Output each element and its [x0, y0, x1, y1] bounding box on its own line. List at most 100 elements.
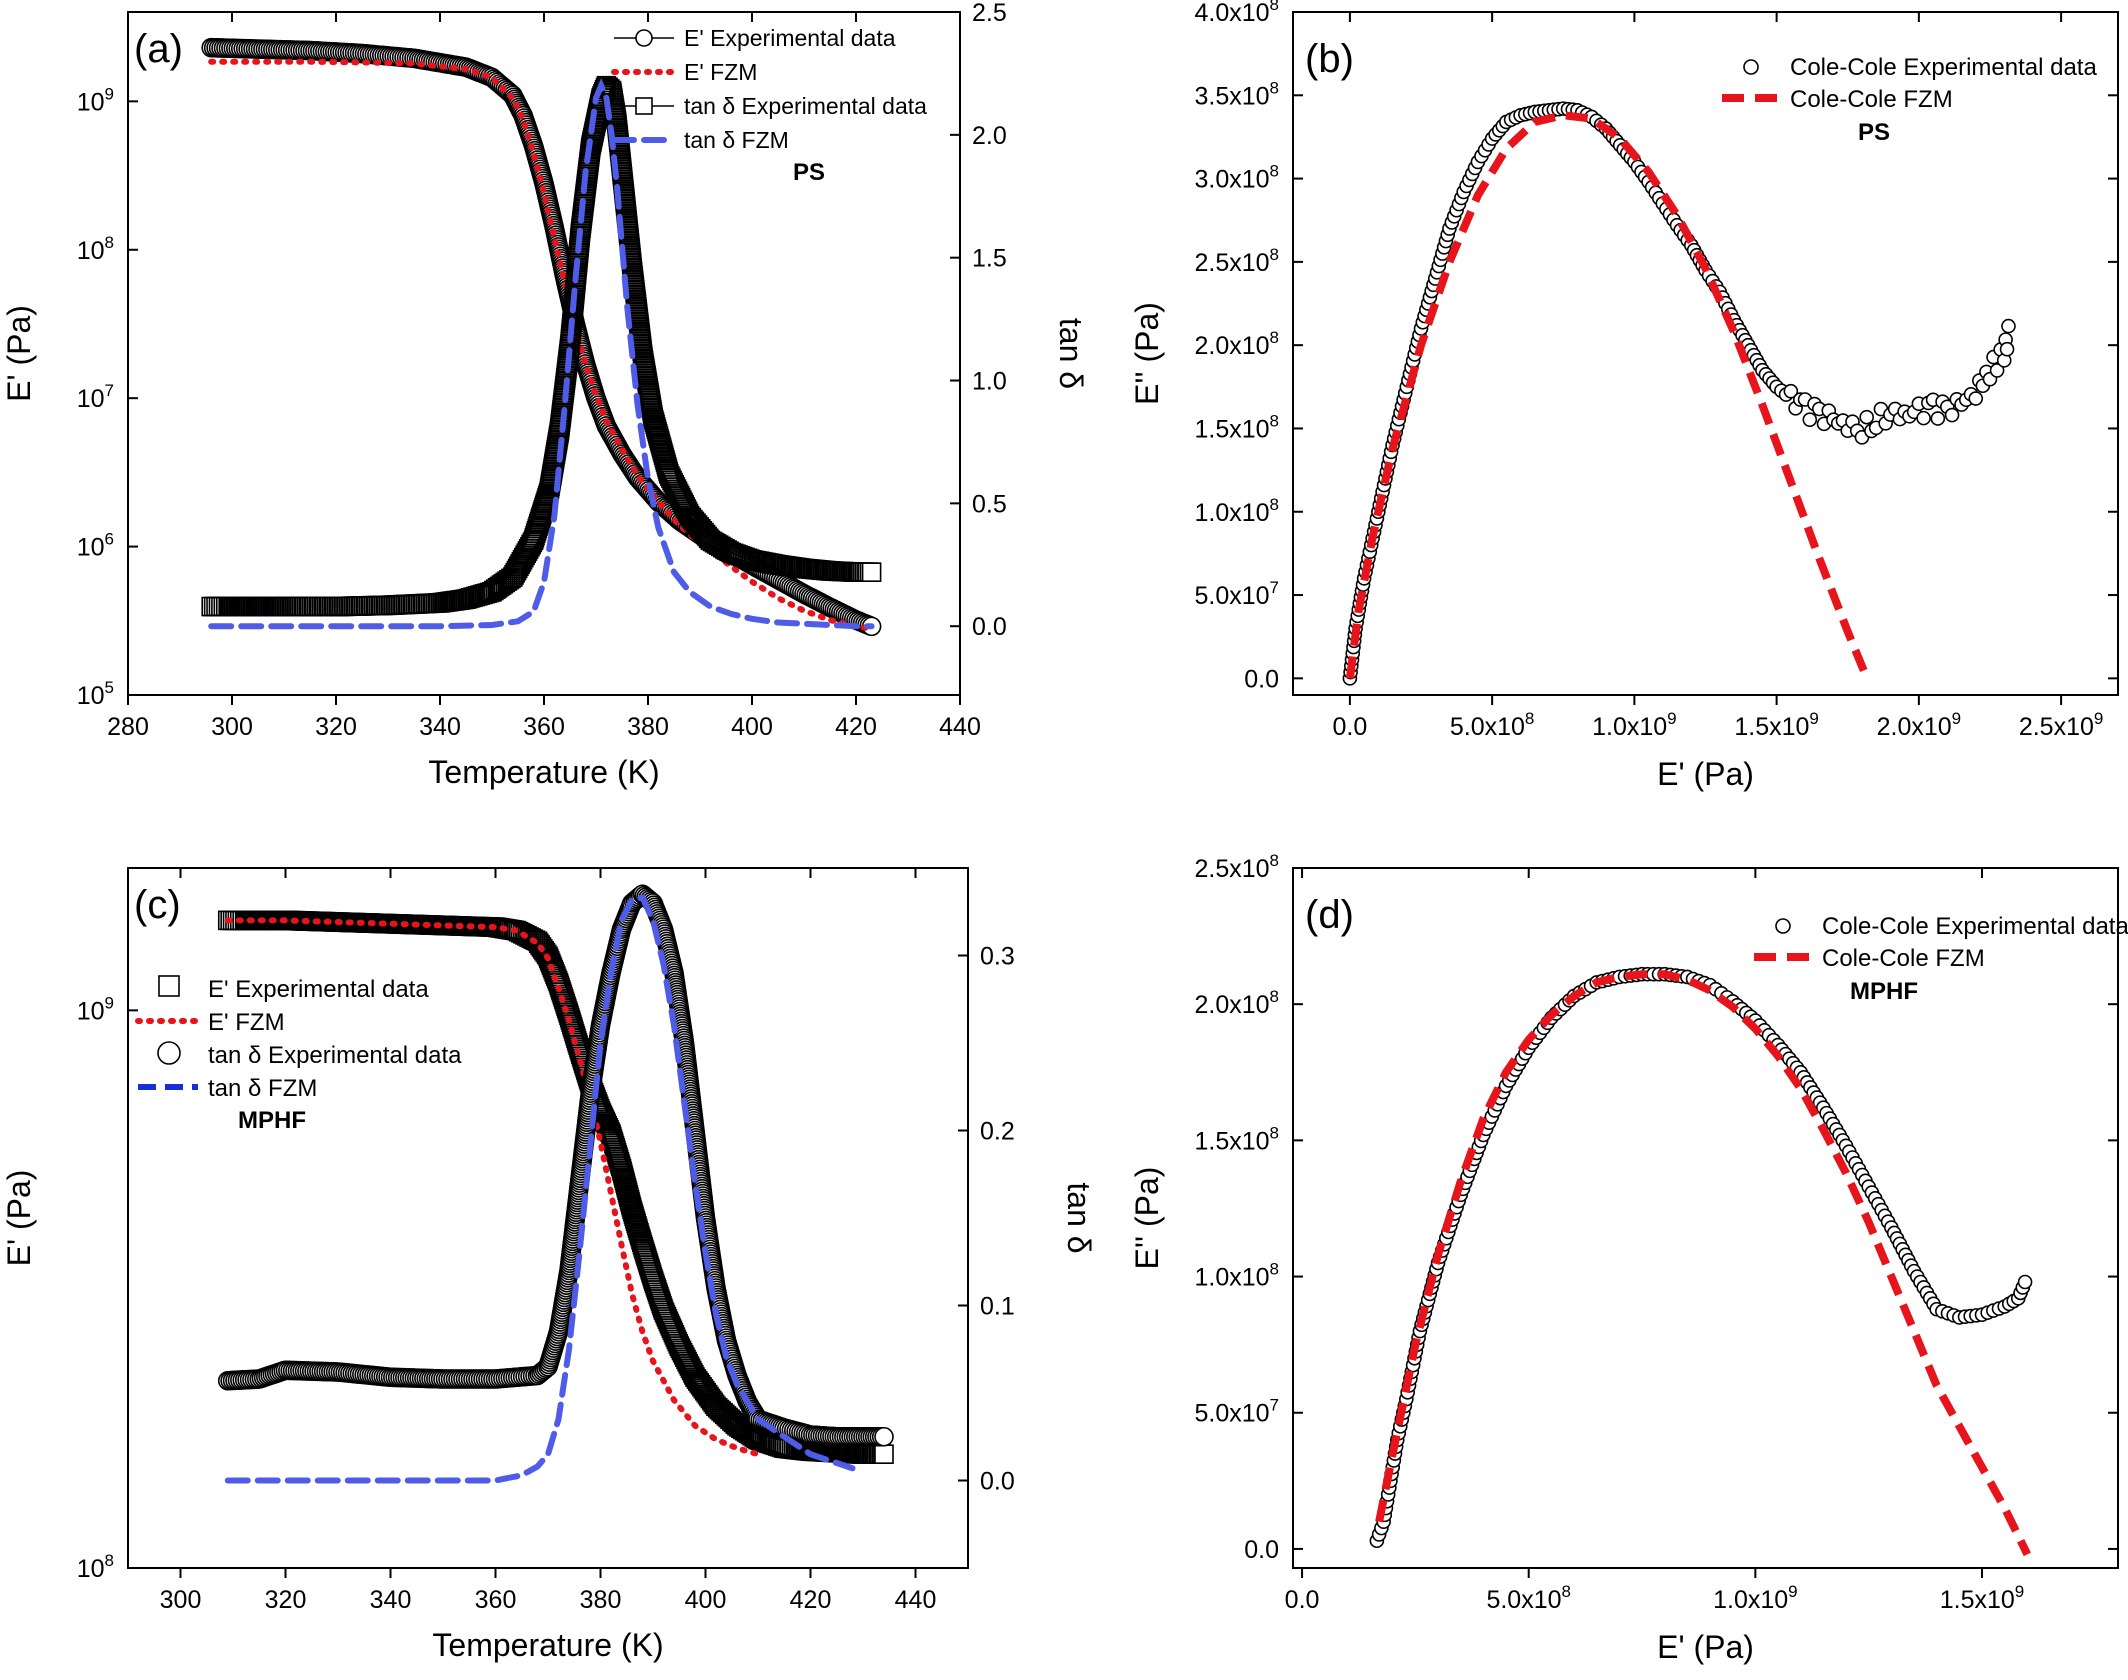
- legend-label: E' FZM: [684, 59, 757, 85]
- sample-label: PS: [793, 159, 825, 186]
- legend-label: Cole-Cole Experimental data: [1790, 54, 2097, 81]
- x-tick-label: 280: [107, 713, 149, 741]
- y-tick-label: 0.0: [1244, 1536, 1279, 1564]
- x-tick-label: 360: [475, 1586, 517, 1614]
- y-tick-label: 108: [77, 233, 114, 265]
- legend-label: Cole-Cole Experimental data: [1822, 913, 2128, 940]
- y2-axis-title: tan δ: [1061, 1182, 1097, 1253]
- y2-tick-label: 1.0: [972, 368, 1007, 396]
- data-point: [1916, 410, 1931, 426]
- x-tick-label: 340: [419, 713, 461, 741]
- x-tick-label: 420: [835, 713, 877, 741]
- y2-tick-label: 0.0: [972, 613, 1007, 641]
- y2-axis-title: tan δ: [1053, 318, 1089, 389]
- y-tick-label: 108: [77, 1551, 114, 1583]
- legend-label: Cole-Cole FZM: [1822, 945, 1985, 972]
- y2-tick-label: 0.0: [980, 1468, 1015, 1496]
- series-line-3: [224, 894, 856, 1484]
- chart-panel-b: 0.0 5.0x108 1.0x109 1.5x109 2.0x109 2.5x109 0.…: [1129, 0, 2119, 792]
- x-tick-label: 5.0x108: [1450, 709, 1535, 741]
- x-tick-label: 320: [265, 1586, 307, 1614]
- x-tick-label: 1.5x109: [1734, 709, 1819, 741]
- legend-label: E' Experimental data: [684, 25, 896, 51]
- legend-marker: [1775, 918, 1791, 934]
- x-tick-label: 400: [685, 1586, 727, 1614]
- x-tick-label: 300: [160, 1586, 202, 1614]
- sample-label: PS: [1858, 119, 1890, 146]
- legend-marker: [1743, 59, 1759, 75]
- x-tick-label: 300: [211, 713, 253, 741]
- panel-tag: (c): [134, 883, 181, 927]
- y-tick-label: 0.0: [1244, 665, 1279, 693]
- y-tick-label: 5.0x107: [1194, 1396, 1279, 1428]
- y-tick-label: 1.0x108: [1194, 495, 1279, 527]
- y-tick-label: 1.5x108: [1194, 411, 1279, 443]
- y-tick-label: 5.0x107: [1194, 578, 1279, 610]
- y-tick-label: 1.0x108: [1194, 1260, 1279, 1292]
- y2-tick-label: 2.0: [972, 122, 1007, 150]
- legend-marker: [158, 975, 180, 997]
- legend-marker: [157, 1041, 181, 1065]
- plot-frame: [1292, 867, 2119, 1569]
- y-tick-label: 3.0x108: [1194, 162, 1279, 194]
- x-tick-label: 380: [627, 713, 669, 741]
- series-line-3: [208, 78, 875, 630]
- data-point: [1930, 411, 1946, 426]
- legend-label: tan δ FZM: [684, 127, 789, 153]
- legend-label: tan δ Experimental data: [208, 1042, 462, 1069]
- x-tick-label: 340: [370, 1586, 412, 1614]
- legend-label: E' Experimental data: [208, 976, 429, 1003]
- x-tick-label: 380: [580, 1586, 622, 1614]
- y-tick-label: 105: [77, 678, 114, 710]
- y-tick-label: 4.0x108: [1194, 0, 1279, 27]
- y-axis-title: E'' (Pa): [1129, 302, 1165, 405]
- y-tick-label: 2.0x108: [1194, 328, 1279, 360]
- data-point: [874, 1426, 894, 1447]
- plot-frame: [127, 867, 969, 1569]
- data-point: [1783, 383, 1799, 399]
- data-point: [1802, 412, 1818, 427]
- x-axis-title: Temperature (K): [432, 1627, 663, 1663]
- legend-label: tan δ Experimental data: [684, 93, 927, 119]
- x-axis-title: E' (Pa): [1657, 756, 1754, 792]
- y2-tick-label: 0.3: [980, 943, 1015, 971]
- x-tick-label: 440: [895, 1586, 937, 1614]
- y2-tick-label: 0.1: [980, 1293, 1015, 1321]
- x-tick-label: 400: [731, 713, 773, 741]
- x-tick-label: 1.0x109: [1713, 1582, 1798, 1614]
- y-tick-label: 2.5x108: [1194, 245, 1279, 277]
- y2-tick-label: 0.5: [972, 490, 1007, 518]
- data-point: [2017, 1274, 2033, 1290]
- x-axis-title: E' (Pa): [1657, 1629, 1754, 1665]
- sample-label: MPHF: [238, 1107, 306, 1134]
- chart-panel-a: 280 300 320 340 360 380 400 420 440 105 106 107 108 1…: [1, 0, 1089, 790]
- x-tick-label: 440: [939, 713, 981, 741]
- data-point: [861, 562, 882, 582]
- series-line-1: [208, 58, 875, 632]
- y-tick-label: 2.0x108: [1194, 987, 1279, 1019]
- data-point: [2001, 318, 2016, 334]
- x-tick-label: 420: [790, 1586, 832, 1614]
- panel-tag: (b): [1305, 37, 1354, 81]
- x-tick-label: 1.5x109: [1940, 1582, 2025, 1614]
- x-tick-label: 2.5x109: [2019, 709, 2104, 741]
- y2-tick-label: 1.5: [972, 245, 1007, 273]
- x-tick-label: 1.0x109: [1592, 709, 1677, 741]
- data-point: [1989, 363, 2005, 378]
- y-tick-label: 2.5x108: [1194, 851, 1279, 883]
- series-line-1: [1375, 970, 2031, 1557]
- y-tick-label: 107: [77, 381, 114, 413]
- sample-label: MPHF: [1850, 978, 1918, 1005]
- chart-panel-d: 0.0 5.0x108 1.0x109 1.5x109 0.0 5.0x107 1.0x10…: [1129, 851, 2128, 1665]
- data-point: [1944, 407, 1960, 423]
- y-tick-label: 3.5x108: [1194, 78, 1279, 110]
- y-tick-label: 109: [77, 993, 114, 1025]
- chart-panel-c: 300 320 340 360 380 400 420 440 108 109 0.0 0.1 0.2 0…: [1, 867, 1097, 1663]
- panel-tag: (d): [1305, 893, 1354, 937]
- legend-label: E' FZM: [208, 1009, 285, 1036]
- y-tick-label: 109: [77, 84, 114, 116]
- series-line-1: [224, 917, 761, 1458]
- y-tick-label: 106: [77, 530, 114, 562]
- x-tick-label: 2.0x109: [1877, 709, 1962, 741]
- y2-tick-label: 0.2: [980, 1118, 1015, 1146]
